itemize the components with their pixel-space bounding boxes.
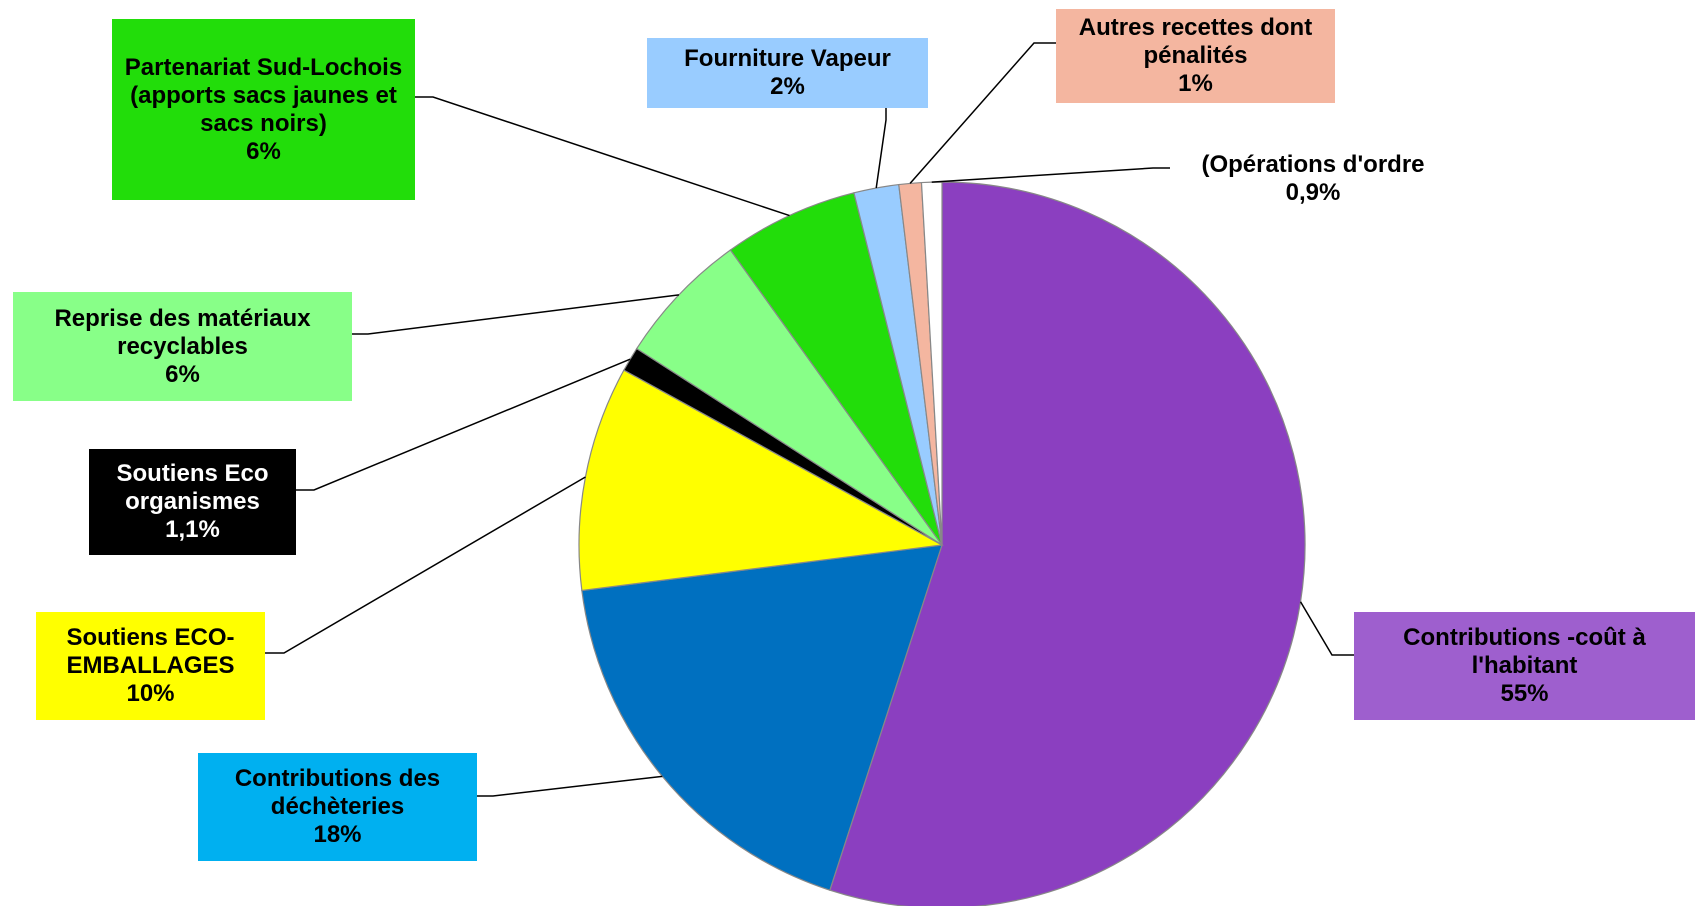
category-label: Contributions des déchèteries [234,765,441,820]
value-label: 18% [313,821,362,848]
category-label: Partenariat Sud-Lochois (apports sacs ja… [124,53,403,137]
leader-line [1299,601,1354,656]
category-label: Fourniture Vapeur [684,45,891,72]
pie-slice [578,369,944,592]
leader-line [875,108,887,189]
value-label: 55% [1500,680,1549,707]
data-label: Autres recettes dont pénalités 1% [1056,9,1335,103]
leader-line [265,476,586,654]
value-label: 6% [165,360,200,388]
category-label: Reprise des matériaux recyclables [54,304,311,360]
leader-line [931,167,1170,183]
category-label: Autres recettes dont pénalités [1078,14,1313,69]
value-label: 6% [246,137,281,165]
category-label: Soutiens Eco organismes [116,460,269,515]
pie-slice [729,192,943,546]
value-label: 2% [770,73,805,100]
leader-line [352,294,680,335]
data-label: Fourniture Vapeur 2% [647,38,928,108]
data-label: Reprise des matériaux recyclables 6% [13,292,352,401]
leader-line [477,775,663,797]
value-label: 0,9% [1285,178,1341,206]
value-label: 10% [126,680,175,707]
category-label: Soutiens ECO-EMBALLAGES [66,624,235,679]
value-label: 1% [1178,70,1213,97]
data-label: Contributions -coût à l'habitant 55% [1354,612,1695,720]
data-label: Soutiens ECO-EMBALLAGES 10% [36,612,265,720]
pie-slice [635,249,943,546]
data-label: Contributions des déchèteries 18% [198,753,477,861]
leader-line [909,42,1056,184]
leader-line [296,358,631,491]
data-label: Partenariat Sud-Lochois (apports sacs ja… [112,19,415,200]
pie-slice [829,181,1306,906]
value-label: 1,1% [165,516,220,543]
category-label: (Opérations d'ordre [1201,150,1425,178]
leader-line [415,96,790,217]
data-label: (Opérations d'ordre 0,9% [1170,146,1456,211]
data-label: Soutiens Eco organismes 1,1% [89,449,296,555]
category-label: Contributions -coût à l'habitant [1403,624,1646,679]
